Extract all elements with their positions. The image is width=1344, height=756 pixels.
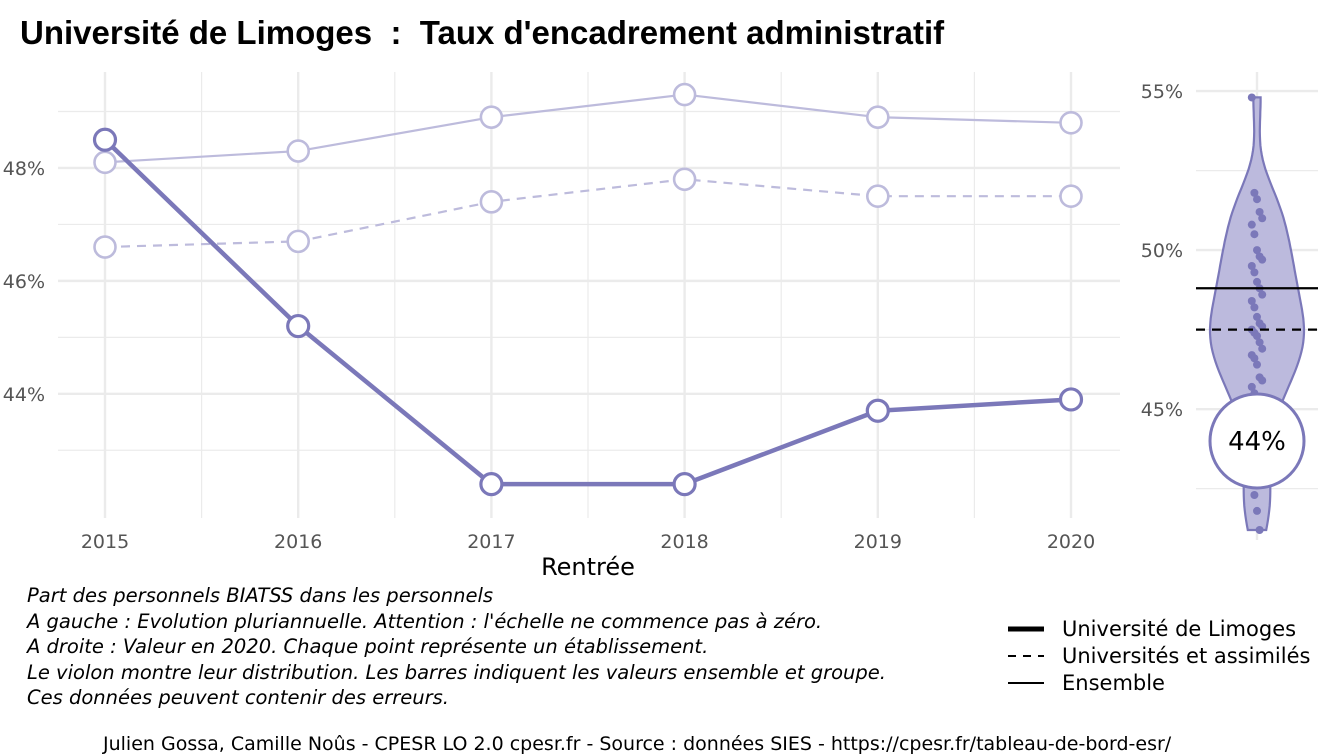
violin-data-point: [1247, 382, 1256, 391]
source-credit: Julien Gossa, Camille Noûs - CPESR LO 2.…: [103, 733, 1172, 755]
violin-data-point: [1258, 255, 1267, 264]
line-chart-axes: 2015 2016 2017 2018 2019 2020 44% 46% 48%: [3, 158, 1095, 553]
series-line-thick: [103, 138, 1072, 487]
violin-data-point: [1255, 526, 1264, 534]
violin-y-tick-label: 55%: [1141, 81, 1183, 103]
chart-title: Université de Limoges : Taux d'encadreme…: [20, 14, 945, 51]
series-line-thin: [104, 93, 1072, 164]
legend-item-universites-assimiles: Universités et assimilés: [1006, 642, 1310, 669]
violin-y-tick-label: 45%: [1141, 399, 1183, 421]
violin-data-point: [1258, 214, 1267, 223]
line-chart-series: [92, 82, 1084, 497]
data-point-thin: [93, 150, 117, 175]
caption-line: Le violon montre leur distribution. Les …: [27, 660, 886, 684]
legend-thick-line-icon: [1008, 626, 1044, 631]
highlight-value-label: 44%: [1228, 427, 1286, 457]
caption-line: Ces données peuvent contenir des erreurs…: [27, 686, 449, 709]
violin-y-tick-label: 50%: [1141, 240, 1183, 262]
data-point-thin: [286, 139, 311, 163]
y-tick-label: 44%: [3, 384, 45, 406]
line-chart-grid: [58, 72, 1120, 518]
violin-data-point: [1255, 207, 1264, 216]
data-point-thick: [672, 472, 697, 497]
violin-data-point: [1250, 354, 1259, 363]
data-point-dashed: [865, 184, 890, 209]
violin-data-point: [1258, 344, 1267, 353]
violin-data-point: [1250, 188, 1259, 197]
data-point-dashed: [672, 167, 697, 192]
violin-data-point: [1253, 195, 1261, 204]
caption-line: A droite : Valeur en 2020. Chaque point …: [27, 635, 709, 658]
data-point-dashed: [479, 190, 504, 214]
violin-data-point: [1258, 322, 1267, 331]
legend-item-universite: Université de Limoges: [1006, 615, 1310, 642]
data-point-thin: [479, 105, 504, 129]
legend-thin-line-icon: [1008, 681, 1044, 684]
violin-data-point: [1253, 506, 1261, 515]
highlight-value-bubble: [1208, 392, 1306, 490]
violin-data-point: [1247, 93, 1256, 102]
violin-data-point: [1250, 491, 1259, 500]
data-point-thick: [1058, 387, 1084, 412]
data-point-thick: [479, 472, 504, 497]
violin-data-point: [1253, 277, 1261, 286]
legend-dashed-line-icon: [1008, 654, 1044, 657]
legend-label: Université de Limoges: [1062, 616, 1297, 641]
y-tick-label: 46%: [3, 271, 45, 293]
violin-data-point: [1247, 297, 1256, 305]
x-tick-label: 2017: [467, 531, 515, 553]
data-point-thick: [92, 127, 118, 152]
x-tick-label: 2018: [660, 531, 708, 553]
legend-label: Universités et assimilés: [1062, 643, 1311, 668]
caption-line: Part des personnels BIATSS dans les pers…: [27, 584, 494, 607]
violin-data-point: [1250, 303, 1259, 312]
data-point-thin: [672, 82, 697, 107]
x-tick-label: 2016: [274, 531, 322, 553]
x-tick-label: 2015: [81, 531, 129, 553]
y-tick-label: 48%: [3, 158, 45, 180]
violin-data-point: [1247, 220, 1256, 229]
legend-label: Ensemble: [1062, 670, 1165, 695]
data-point-dashed: [1059, 184, 1083, 209]
data-point-dashed: [286, 229, 311, 254]
violin-data-point: [1258, 290, 1267, 299]
chart-caption: Part des personnels BIATSS dans les pers…: [27, 583, 886, 711]
x-axis-title: Rentrée: [541, 553, 635, 581]
violin-data-point: [1247, 262, 1256, 271]
data-point-thick: [286, 313, 311, 339]
legend-item-ensemble: Ensemble: [1006, 669, 1310, 696]
x-tick-label: 2020: [1047, 531, 1095, 553]
data-point-thin: [865, 105, 890, 129]
violin-data-point: [1253, 331, 1261, 340]
violin-data-point: [1253, 246, 1261, 255]
violin-plot: 44%: [1196, 93, 1318, 534]
violin-data-point: [1250, 268, 1259, 277]
violin-data-point: [1255, 338, 1264, 347]
data-point-thin: [1059, 111, 1083, 135]
violin-data-point: [1250, 230, 1259, 239]
legend: Université de Limoges Universités et ass…: [1006, 615, 1310, 696]
x-tick-label: 2019: [854, 531, 902, 553]
violin-data-point: [1258, 376, 1267, 385]
data-point-thick: [865, 398, 890, 423]
series-line-dashed: [104, 178, 1071, 249]
data-point-dashed: [93, 235, 117, 259]
violin-data-point: [1253, 360, 1261, 369]
violin-data-point: [1253, 312, 1261, 321]
caption-line: A gauche : Evolution pluriannuelle. Atte…: [27, 609, 823, 633]
